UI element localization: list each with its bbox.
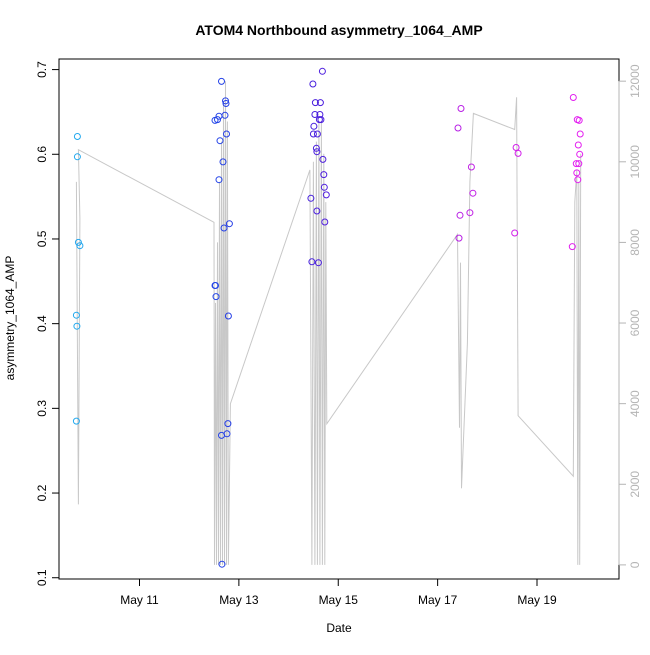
data-point <box>568 243 576 251</box>
data-point <box>312 144 320 152</box>
data-point <box>576 130 584 138</box>
y2-tick-label: 4000 <box>628 390 642 417</box>
data-point <box>311 111 319 118</box>
data-point <box>572 160 580 168</box>
y-tick-label: 0.4 <box>35 315 49 332</box>
y2-tick-label: 10000 <box>628 145 642 179</box>
data-point <box>314 259 322 267</box>
data-point <box>574 176 582 184</box>
data-point <box>575 160 583 168</box>
data-point <box>222 100 230 107</box>
data-point <box>74 238 82 246</box>
x-tick-label: May 15 <box>319 593 359 607</box>
data-point <box>466 209 474 217</box>
x-tick-label: May 13 <box>219 593 259 607</box>
data-point <box>307 194 315 202</box>
data-point <box>72 417 80 425</box>
data-point <box>320 183 328 191</box>
data-point <box>313 207 321 215</box>
data-point <box>221 111 229 119</box>
x-axis-label: Date <box>326 621 352 635</box>
data-point <box>322 191 330 199</box>
data-point <box>225 220 233 228</box>
data-point <box>569 94 577 101</box>
data-point <box>212 293 220 301</box>
y-tick-label: 0.5 <box>35 230 49 247</box>
data-point <box>309 80 317 88</box>
data-point <box>574 141 582 149</box>
data-point <box>216 137 224 145</box>
data-point <box>467 163 475 171</box>
data-point <box>311 99 319 107</box>
data-point <box>73 322 81 330</box>
data-point <box>457 105 465 112</box>
data-point <box>320 171 328 179</box>
y-tick-label: 0.7 <box>35 61 49 78</box>
y2-tick-label: 6000 <box>628 309 642 336</box>
data-point <box>575 116 583 124</box>
chart-title: ATOM4 Northbound asymmetry_1064_AMP <box>195 22 482 38</box>
y2-tick-label: 2000 <box>628 471 642 498</box>
data-point <box>72 311 80 319</box>
secondary-series-layer <box>75 81 582 565</box>
data-point <box>224 420 232 428</box>
data-point <box>214 116 221 124</box>
data-point <box>308 258 316 266</box>
y2-tick-label: 12000 <box>628 64 642 98</box>
y2-tick-label: 8000 <box>628 229 642 256</box>
data-point <box>218 560 226 568</box>
data-point <box>319 155 327 163</box>
x-axis: May 11 May 13 May 15 May 17 May 19 <box>120 578 557 607</box>
x-tick-label: May 19 <box>517 593 557 607</box>
data-point <box>321 218 329 226</box>
data-point <box>317 116 325 124</box>
data-point <box>222 97 229 105</box>
data-point <box>212 282 219 289</box>
y-tick-label: 0.3 <box>35 400 49 417</box>
data-point <box>456 211 464 219</box>
data-point <box>73 153 81 161</box>
data-point <box>318 67 326 75</box>
data-point <box>316 111 324 118</box>
data-point <box>313 130 321 138</box>
data-point <box>76 242 84 250</box>
y2-tick-label: 0 <box>628 561 642 568</box>
data-point <box>511 229 519 237</box>
x-tick-label: May 17 <box>418 593 458 607</box>
data-point <box>512 144 520 151</box>
y-axis-label: asymmetry_1064_AMP <box>3 256 17 381</box>
data-point <box>309 130 317 138</box>
y-tick-label: 0.6 <box>35 146 49 163</box>
data-point <box>224 312 232 320</box>
y-axis: 0.1 0.2 0.3 0.4 0.5 0.6 0.7 <box>35 61 60 586</box>
data-point <box>455 234 463 242</box>
data-point <box>316 99 324 107</box>
x-tick-label: May 11 <box>120 593 159 607</box>
data-point <box>573 169 581 177</box>
data-point <box>219 158 227 166</box>
data-points-layer <box>72 67 584 568</box>
data-point <box>310 122 318 130</box>
data-point <box>576 150 584 158</box>
data-point <box>73 133 81 140</box>
data-point <box>215 176 223 184</box>
data-point <box>220 224 228 232</box>
secondary-series-line <box>75 81 582 565</box>
data-point <box>223 430 231 438</box>
data-point <box>454 124 462 132</box>
secondary-y-axis: 0 2000 4000 6000 8000 10000 12000 <box>618 64 642 568</box>
data-point <box>469 189 477 197</box>
data-point <box>514 149 522 157</box>
data-point <box>218 77 225 85</box>
data-point <box>223 130 230 138</box>
data-point <box>313 148 321 156</box>
y-tick-label: 0.2 <box>35 484 49 501</box>
y-tick-label: 0.1 <box>35 569 49 586</box>
